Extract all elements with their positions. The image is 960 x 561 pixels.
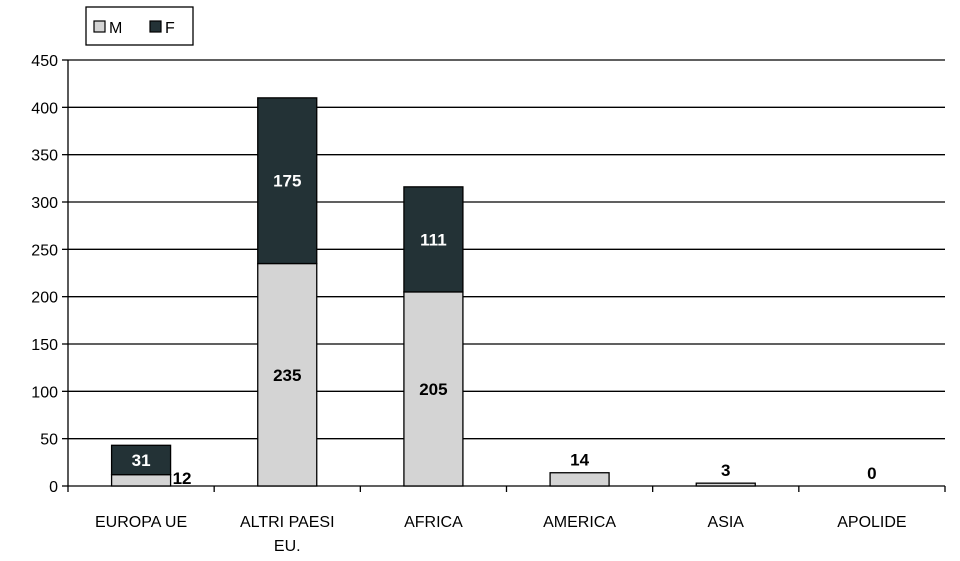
y-tick-label: 300 <box>31 195 58 212</box>
x-tick-label: EUROPA UE <box>95 514 187 531</box>
x-tick-label: ALTRI PAESI EU. <box>240 514 335 555</box>
legend-label-m: M <box>109 20 122 37</box>
bar-segment-m <box>695 482 756 487</box>
y-tick-label: 150 <box>31 337 58 354</box>
y-tick-label: 100 <box>31 384 58 401</box>
y-axis: 0 50 100 150 200 250 300 350 400 450 <box>31 53 69 496</box>
data-label: 14 <box>570 451 589 470</box>
bar-segment-f <box>257 97 318 265</box>
data-label: 205 <box>419 380 447 399</box>
y-tick-label: 400 <box>31 100 58 117</box>
y-tick-label: 0 <box>49 479 58 496</box>
gridlines <box>68 59 945 440</box>
data-label: 12 <box>173 469 192 488</box>
x-tick-label: APOLIDE <box>837 514 906 531</box>
y-tick-label: 450 <box>31 53 58 70</box>
y-tick-label: 50 <box>40 432 58 449</box>
y-tick-label: 200 <box>31 290 58 307</box>
bars <box>110 97 756 487</box>
x-tick-label: AFRICA <box>404 514 463 531</box>
x-axis: EUROPA UE ALTRI PAESI EU. AFRICA AMERICA ASIA… <box>67 485 946 555</box>
legend-swatch-f <box>149 20 162 33</box>
data-label: 31 <box>132 451 151 470</box>
y-tick-label: 350 <box>31 148 58 165</box>
legend-label-f: F <box>165 20 175 37</box>
x-tick-label: AMERICA <box>543 514 616 531</box>
data-label: 175 <box>273 172 301 191</box>
bar-segment-m <box>549 472 610 487</box>
bar-segment-f <box>403 186 464 293</box>
y-tick-label: 250 <box>31 242 58 259</box>
data-label: 3 <box>721 461 730 480</box>
data-label: 235 <box>273 366 301 385</box>
data-label: 111 <box>420 230 447 249</box>
bar-segment-f <box>110 444 172 476</box>
data-labels: 31 12 175 235 111 205 14 3 0 <box>132 172 877 488</box>
data-label: 0 <box>867 464 876 483</box>
bar-segment-m <box>257 262 318 487</box>
bar-segment-m <box>110 473 172 487</box>
legend-swatch-m <box>93 20 106 33</box>
x-tick-label: ASIA <box>708 514 745 531</box>
